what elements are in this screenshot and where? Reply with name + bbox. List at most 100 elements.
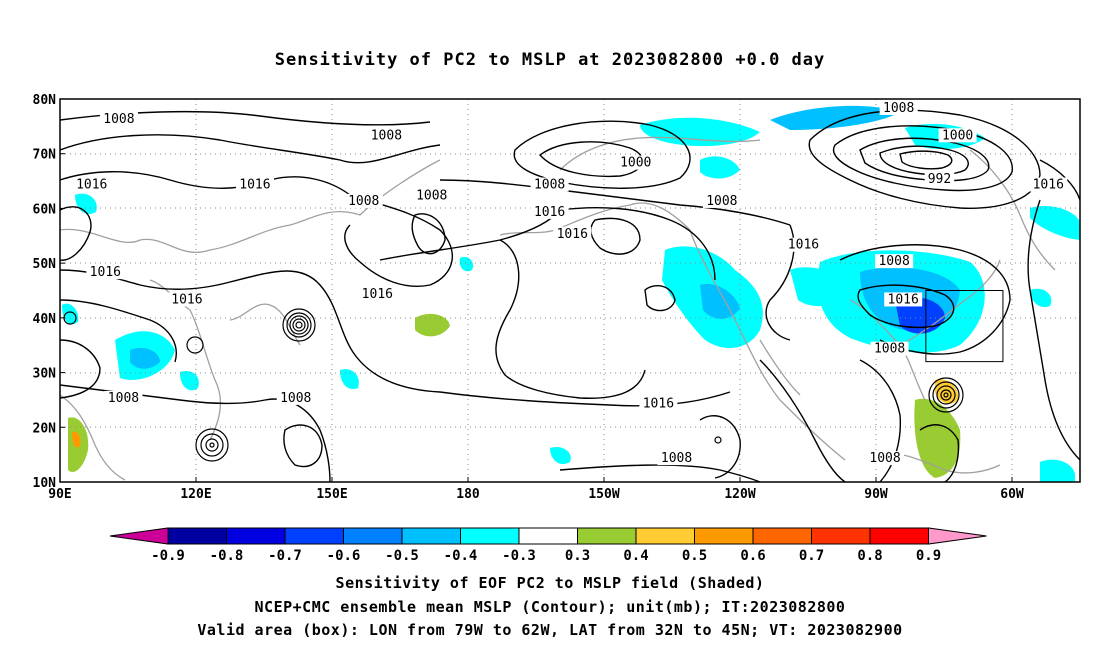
contour-label-bg	[276, 390, 315, 405]
contour-label: 1016	[534, 205, 565, 220]
lon-label: 120W	[724, 487, 755, 502]
contour-label-bg	[924, 172, 955, 187]
contour-label-bg	[875, 254, 914, 269]
shade-cyan-pacific-3	[550, 446, 571, 465]
contour-label: 1016	[90, 265, 121, 280]
shade-orange-asia	[72, 431, 81, 448]
contour-label: 1016	[643, 396, 674, 411]
contour-label: 1016	[239, 178, 270, 193]
shade-cyan-greenland	[1030, 205, 1080, 240]
shade-cyan-alaska	[700, 156, 740, 179]
colorbar-cell	[752, 527, 812, 545]
contour-label-bg	[99, 111, 138, 126]
shade-green-pacific	[415, 313, 450, 337]
contour-label-bg	[104, 390, 143, 405]
shade-cyan-west	[62, 303, 79, 325]
colorbar-label: 0.8	[857, 548, 882, 564]
shade-cyan-north	[75, 193, 97, 215]
contour-label-bg	[702, 193, 741, 208]
shade-green-caribbean	[914, 398, 961, 478]
colorbar-cell	[167, 527, 227, 545]
contour-label-bg	[358, 286, 397, 301]
contour-label: 1016	[76, 178, 107, 193]
caption-contour: NCEP+CMC ensemble mean MSLP (Contour); u…	[254, 598, 846, 616]
shade-cyan-atlantic	[1030, 288, 1052, 308]
contour-label-bg	[884, 292, 923, 307]
colorbar-cell	[635, 527, 695, 545]
shade-cyan-pacific-2	[459, 256, 474, 272]
contour-label: 1008	[874, 342, 905, 357]
low-pressure-centers	[63, 308, 964, 462]
contour-label-bg	[866, 451, 905, 466]
contour-label-bg	[530, 177, 569, 192]
contour-label: 992	[928, 172, 951, 187]
map-title: Sensitivity of PC2 to MSLP at 2023082800…	[274, 50, 826, 70]
contour-label-bg	[938, 128, 977, 143]
colorbar-cell	[401, 527, 461, 545]
colorbar-cell	[694, 527, 754, 545]
lon-label: 120E	[180, 487, 211, 502]
lon-label: 150E	[316, 487, 347, 502]
contour-label: 1016	[557, 227, 588, 242]
lat-label: 60N	[33, 202, 57, 217]
contour-label-bg	[784, 237, 823, 252]
colorbar-cell	[284, 527, 344, 545]
contour-label: 1008	[371, 128, 402, 143]
contour-label: 1008	[108, 391, 139, 406]
contour-label-bg	[639, 396, 678, 411]
contour-label: 1008	[706, 194, 737, 209]
low-center-pacific	[295, 321, 303, 329]
low-center-mexico	[714, 436, 722, 444]
contour-label-bg	[553, 226, 592, 241]
colorbar-label: -0.5	[385, 548, 419, 564]
colorbar-label: 0.5	[682, 548, 707, 564]
colorbar-label: -0.4	[444, 548, 478, 564]
contour-label-bg	[870, 341, 909, 356]
contour-label-bg	[167, 292, 206, 307]
colorbar-label: -0.3	[502, 548, 536, 564]
longitude-labels: 90E 120E 150E 180 150W 120W 90W 60W	[48, 477, 1024, 502]
colorbar-high-end	[928, 527, 987, 545]
contour-label-bg	[367, 128, 406, 143]
contour-label-bg	[86, 265, 125, 280]
shade-cyan-atlantic-sw	[1040, 459, 1075, 482]
latitude-labels: 80N 70N 60N 50N 40N 30N 20N 10N	[33, 93, 65, 491]
colorbar-label: 0.3	[565, 548, 590, 564]
contour-label-bg	[616, 155, 655, 170]
contour-label: 1008	[534, 178, 565, 193]
low-center-caribbean	[943, 392, 949, 398]
low-center-philippines	[209, 442, 215, 448]
shade-cyan-arctic-2	[770, 105, 900, 130]
shade-cyan-japan	[180, 370, 199, 391]
lon-label: 180	[456, 487, 480, 502]
contour-label-bg	[344, 193, 383, 208]
contour-label: 1016	[362, 287, 393, 302]
contour-label: 1016	[888, 292, 919, 307]
valid-area-box	[925, 290, 1004, 363]
colorbar-label: 0.9	[916, 548, 941, 564]
colorbar-cell	[226, 527, 286, 545]
contour-label: 1008	[416, 188, 447, 203]
shade-blue-china	[130, 347, 160, 369]
lat-label: 20N	[33, 421, 57, 436]
colorbar-label: 0.4	[623, 548, 648, 564]
map-frame	[59, 98, 1081, 483]
contour-label-bg	[530, 204, 569, 219]
colorbar-label: 0.6	[740, 548, 765, 564]
colorbar-label: -0.6	[327, 548, 361, 564]
colorbar-cell	[869, 527, 929, 545]
lon-label: 150W	[588, 487, 619, 502]
colorbar-cell	[460, 527, 520, 545]
contour-label-bg	[72, 177, 111, 192]
contour-labels: 1008 1008 1016 1016 1008 1008 1000 1008 1016 1016…	[72, 100, 1068, 466]
colorbar-low-end	[109, 527, 169, 545]
colorbar-label: -0.8	[210, 548, 244, 564]
contour-label-bg	[412, 188, 451, 203]
mslp-contours	[60, 109, 1080, 482]
lat-label: 40N	[33, 312, 57, 327]
contour-label-bg	[1029, 177, 1068, 192]
colorbar-label: -0.7	[268, 548, 302, 564]
lon-label: 90E	[48, 487, 71, 502]
contour-label: 1008	[869, 451, 900, 466]
lat-label: 50N	[33, 257, 57, 272]
